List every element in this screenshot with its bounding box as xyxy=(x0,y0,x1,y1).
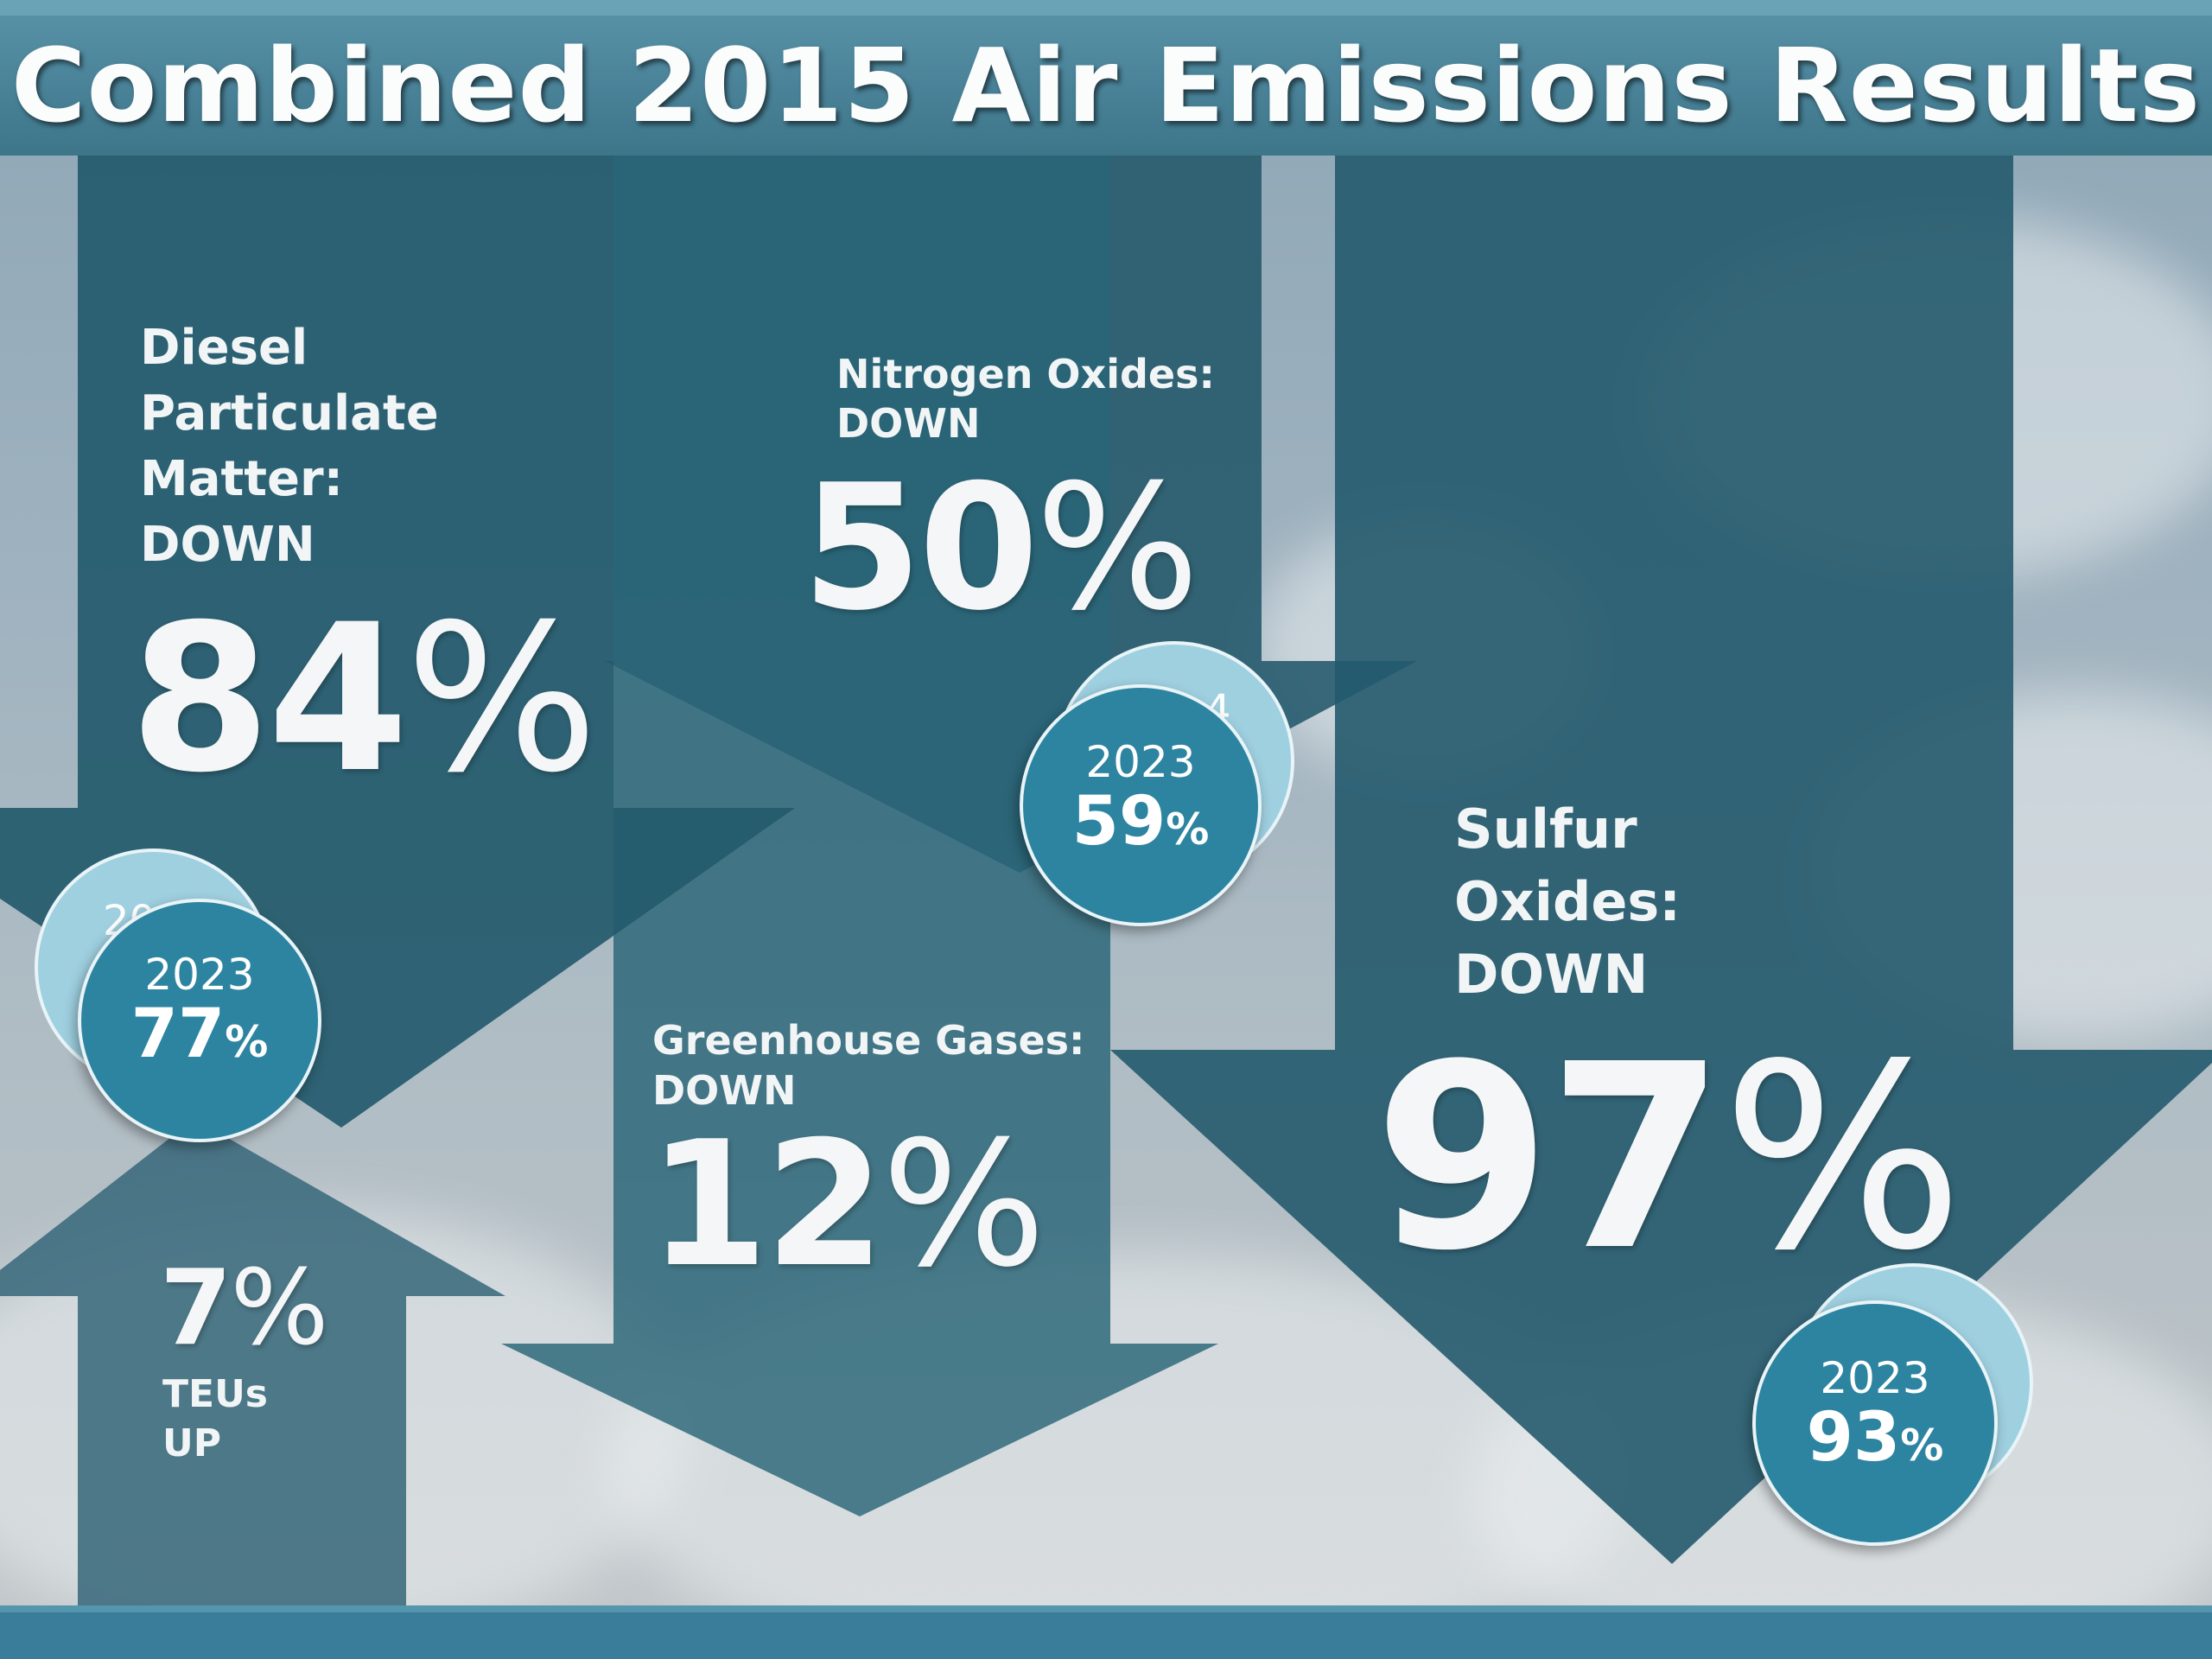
page-title: Combined 2015 Air Emissions Results xyxy=(10,26,2202,145)
title-bar: Combined 2015 Air Emissions Results xyxy=(0,0,2212,156)
teu-value-unit: % xyxy=(230,1249,329,1369)
sox-arrow xyxy=(1110,156,2212,1564)
ghg-value-number: 12 xyxy=(648,1104,885,1306)
sox-year-value: 93% xyxy=(1756,1402,1994,1481)
bottom-bar xyxy=(0,1605,2212,1659)
nox-label: Nitrogen Oxides: DOWN xyxy=(836,351,1215,447)
dpm-label: Diesel Particulate Matter: DOWN xyxy=(140,320,439,573)
dpm-year-number: 77 xyxy=(130,995,226,1073)
sox-value-unit: % xyxy=(1721,1009,1964,1306)
teu-value: 7% xyxy=(160,1253,329,1365)
nox-year-bubble: 2023 59% xyxy=(1020,684,1262,926)
dpm-year-value: 77% xyxy=(81,999,318,1077)
nox-value: 50% xyxy=(802,458,1199,639)
ghg-label: Greenhouse Gases: DOWN xyxy=(652,1017,1085,1114)
ghg-arrow xyxy=(501,156,1218,1516)
sox-year-bubble: 2023 93% xyxy=(1752,1300,1998,1546)
sox-year: 2023 xyxy=(1820,1353,1930,1403)
sox-year-unit: % xyxy=(1900,1421,1944,1471)
nox-value-unit: % xyxy=(1035,448,1199,649)
sox-year-number: 93 xyxy=(1806,1399,1901,1477)
nox-year: 2023 xyxy=(1085,737,1196,787)
nox-value-number: 50 xyxy=(802,448,1039,649)
dpm-value-number: 84 xyxy=(130,582,409,817)
title-strip xyxy=(0,0,2212,16)
ghg-value-unit: % xyxy=(881,1104,1046,1306)
nox-year-number: 59 xyxy=(1071,783,1166,861)
dpm-year-bubble: 2023 77% xyxy=(78,899,321,1142)
nox-year-unit: % xyxy=(1166,804,1210,855)
dpm-value: 84% xyxy=(130,596,598,804)
dpm-value-unit: % xyxy=(405,582,598,817)
teu-value-number: 7 xyxy=(160,1249,232,1369)
bottom-bar-line xyxy=(0,1605,2212,1612)
teu-label: TEUs UP xyxy=(162,1372,268,1465)
sox-value: 97% xyxy=(1374,1028,1964,1287)
sox-label: Sulfur Oxides: DOWN xyxy=(1454,798,1681,1006)
ghg-value: 12% xyxy=(648,1115,1046,1296)
nox-year-value: 59% xyxy=(1023,786,1258,865)
dpm-year-unit: % xyxy=(225,1017,269,1067)
sox-value-number: 97 xyxy=(1374,1009,1726,1306)
teu-arrow xyxy=(0,1119,505,1607)
dpm-year: 2023 xyxy=(144,950,255,1000)
